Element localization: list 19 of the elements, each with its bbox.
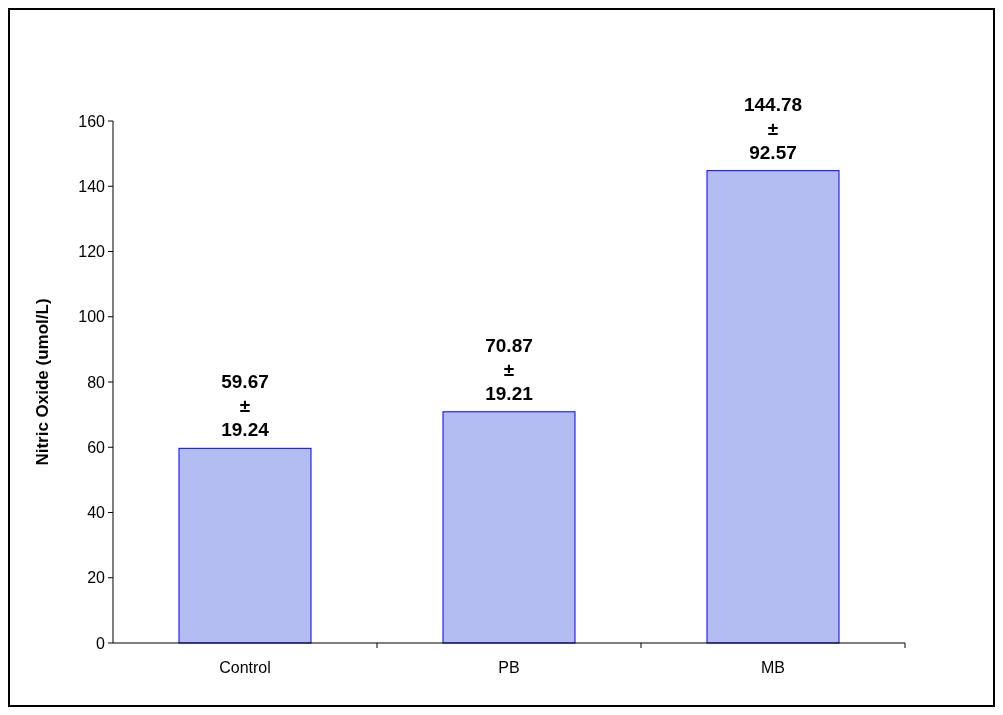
y-tick-label: 0 (96, 634, 106, 652)
y-tick-label: 40 (87, 504, 106, 522)
y-tick-label: 140 (78, 177, 106, 195)
y-tick-label: 80 (87, 373, 106, 391)
y-tick-label: 160 (78, 112, 106, 130)
data-label: 144.78 ± 92.57 (743, 93, 803, 163)
bar (706, 170, 840, 644)
data-label: 70.87 ± 19.21 (485, 334, 534, 404)
y-tick-label: 120 (78, 243, 106, 261)
y-axis-title: Nitric Oxide (umol/L) (33, 298, 52, 466)
bar (178, 447, 312, 644)
x-tick-label: MB (761, 659, 785, 676)
x-tick-label: Control (219, 659, 271, 676)
y-tick-label: 100 (78, 308, 106, 326)
data-label: 59.67 ± 19.24 (221, 371, 270, 441)
x-tick-label: PB (498, 659, 520, 676)
y-tick-label: 20 (87, 569, 106, 587)
bar (442, 411, 576, 644)
y-tick-label: 60 (87, 438, 106, 456)
